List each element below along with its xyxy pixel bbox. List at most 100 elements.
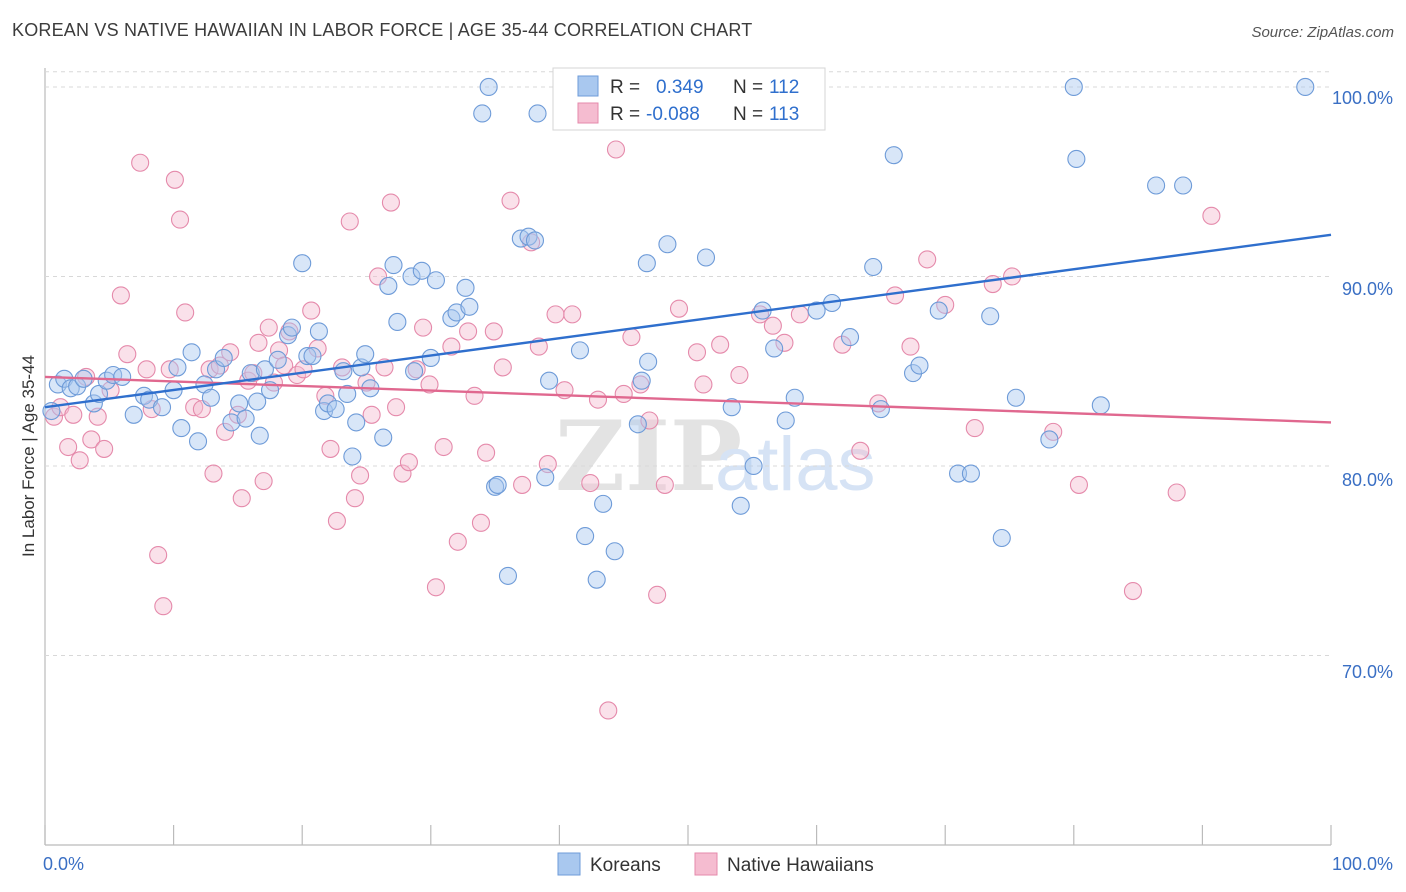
koreans-point [576, 527, 595, 546]
native-hawaiians-point [694, 375, 713, 394]
native-hawaiians-point [711, 335, 730, 354]
native-hawaiians-point [1069, 475, 1088, 494]
native-hawaiians-point [588, 390, 608, 409]
legend-swatch-native-hawaiians [577, 102, 599, 124]
koreans-point [282, 318, 301, 337]
koreans-point [637, 254, 656, 273]
legend-r-label-native-hawaiians: R = [610, 104, 640, 125]
koreans-point [840, 328, 860, 347]
koreans-point [356, 345, 375, 364]
native-hawaiians-point [407, 360, 426, 379]
native-hawaiians-point [983, 274, 1002, 294]
legend-n-label-native-hawaiians: N = [733, 104, 763, 125]
native-hawaiians-point [563, 305, 582, 324]
koreans-point [168, 358, 187, 377]
koreans-point [230, 394, 249, 413]
x-tick-label-0: 0.0% [43, 854, 84, 874]
native-hawaiians-point [64, 405, 83, 424]
native-hawaiians-point [901, 337, 920, 356]
koreans-point [172, 419, 191, 438]
koreans-point [486, 477, 505, 496]
koreans-point [639, 352, 658, 371]
y-axis-label: In Labor Force | Age 35-44 [19, 355, 38, 557]
koreans-point [222, 413, 241, 432]
koreans-point [124, 405, 143, 424]
koreans-point [309, 322, 328, 341]
koreans-point [374, 428, 393, 447]
native-hawaiians-point [614, 384, 633, 404]
koreans-point [402, 267, 421, 286]
koreans-point [949, 464, 968, 483]
series-legend: Koreans Native Hawaiians [557, 852, 874, 876]
koreans-point [343, 447, 362, 466]
koreans-point [293, 254, 312, 273]
native-hawaiians-point [477, 443, 496, 462]
koreans-point [1296, 77, 1315, 97]
koreans-point [722, 398, 741, 417]
koreans-point [1006, 388, 1025, 407]
native-hawaiians-point [232, 489, 251, 508]
native-hawaiians-point [249, 333, 268, 352]
native-hawaiians-point [763, 316, 782, 335]
native-hawaiians-point [648, 585, 667, 604]
koreans-point [785, 388, 804, 407]
koreans-point [479, 77, 498, 97]
native-hawaiians-point [655, 475, 674, 494]
koreans-point [1174, 176, 1193, 195]
koreans-point [744, 456, 763, 476]
native-hawaiians-point [546, 305, 565, 324]
legend-r-label-koreans: R = [610, 77, 640, 98]
legend-n-value-native-hawaiians: 113 [769, 104, 799, 125]
chart-title: KOREAN VS NATIVE HAWAIIAN IN LABOR FORCE… [12, 20, 753, 40]
native-hawaiians-point [599, 701, 618, 720]
native-hawaiians-point [393, 464, 412, 483]
koreans-point [884, 146, 903, 165]
native-hawaiians-point [730, 365, 749, 385]
koreans-point [1091, 396, 1110, 415]
koreans-point [113, 367, 132, 386]
koreans-point [248, 392, 267, 411]
koreans-point [1040, 430, 1059, 449]
native-hawaiians-point [381, 193, 400, 212]
native-hawaiians-trend-line [44, 375, 1332, 424]
koreans-point [1067, 149, 1086, 169]
koreans-point [250, 426, 269, 445]
koreans-point [379, 276, 398, 295]
koreans-point [236, 409, 255, 428]
native-hawaiians-point [160, 360, 179, 379]
native-hawaiians-point [442, 337, 461, 356]
native-hawaiians-point [176, 303, 195, 322]
native-hawaiians-point [1167, 483, 1186, 502]
koreans-point [303, 347, 322, 366]
native-hawaiians-point [471, 513, 491, 532]
series-legend-label-native-hawaiians: Native Hawaiians [727, 855, 874, 876]
native-hawaiians-point [70, 451, 89, 470]
native-hawaiians-point [965, 419, 984, 438]
koreans-point [536, 468, 555, 487]
koreans-point [326, 400, 345, 419]
koreans-point [338, 384, 357, 404]
legend-swatch-koreans [577, 75, 599, 97]
koreans-point [605, 542, 624, 561]
koreans-point [298, 347, 317, 366]
watermark-zip: ZIP [555, 400, 742, 513]
koreans-point [498, 566, 518, 585]
watermark-atlas: atlas [715, 422, 876, 507]
koreans-point [525, 231, 545, 250]
native-hawaiians-point [1202, 206, 1221, 225]
legend-n-label-koreans: N = [733, 77, 763, 98]
native-hawaiians-point [170, 210, 190, 229]
native-hawaiians-point [501, 191, 520, 210]
koreans-point [152, 398, 172, 417]
native-hawaiians-point [484, 322, 503, 341]
native-hawaiians-point [399, 453, 418, 472]
koreans-points [42, 77, 1315, 589]
koreans-point [910, 356, 929, 375]
native-hawaiians-point [321, 439, 340, 458]
native-hawaiians-point [687, 343, 707, 362]
native-hawaiians-point [414, 318, 433, 337]
koreans-point [528, 104, 547, 123]
koreans-point [460, 297, 479, 316]
native-hawaiians-point [259, 318, 278, 337]
